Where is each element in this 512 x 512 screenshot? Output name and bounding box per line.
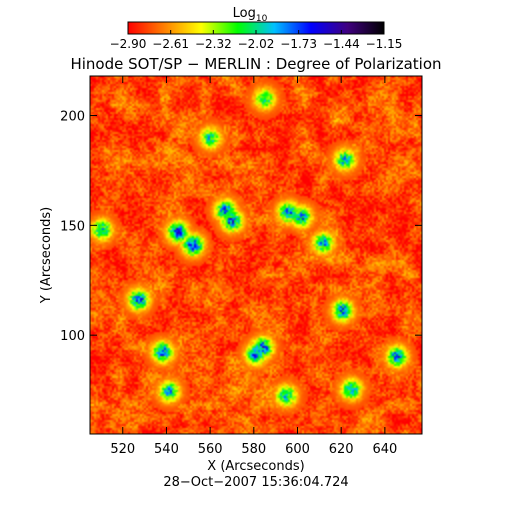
heatmap-image	[90, 76, 422, 434]
x-tick-label: 580	[241, 442, 266, 457]
plot-frame	[89, 75, 423, 435]
colorbar-tick-label: −2.02	[238, 37, 275, 51]
x-tick-label: 600	[285, 442, 310, 457]
colorbar-ticks	[127, 30, 385, 34]
x-tick-label: 560	[198, 442, 223, 457]
chart-title: Hinode SOT/SP − MERLIN : Degree of Polar…	[70, 55, 441, 73]
x-tick-label: 620	[329, 442, 354, 457]
colorbar-label: Log10	[233, 6, 268, 24]
colorbar-tick-label: −2.61	[152, 37, 189, 51]
x-tick-label: 540	[154, 442, 179, 457]
x-tick-label: 640	[372, 442, 397, 457]
y-tick-label: 150	[60, 219, 85, 234]
y-axis-ticks: 100 150 200	[60, 110, 422, 344]
colorbar-label-subscript: 10	[256, 14, 268, 24]
colorbar-tick-label: −1.15	[366, 37, 403, 51]
timestamp: 28−Oct−2007 15:36:04.724	[163, 475, 348, 490]
y-axis-label: Y (Arcseconds)	[39, 207, 54, 304]
x-axis-label: X (Arcseconds)	[207, 459, 304, 474]
colorbar-tick-label: −2.32	[195, 37, 232, 51]
y-tick-label: 200	[60, 110, 85, 125]
y-tick-label: 100	[60, 329, 85, 344]
x-tick-label: 520	[110, 442, 135, 457]
colorbar-tick-labels: −2.90 −2.61 −2.32 −2.02 −1.73 −1.44 −1.15	[110, 37, 403, 51]
colorbar-tick-label: −2.90	[110, 37, 147, 51]
colorbar-tick-label: −1.73	[280, 37, 317, 51]
colorbar-tick-label: −1.44	[323, 37, 360, 51]
x-axis-ticks: 520 540 560 580 600 620 640	[110, 76, 397, 457]
